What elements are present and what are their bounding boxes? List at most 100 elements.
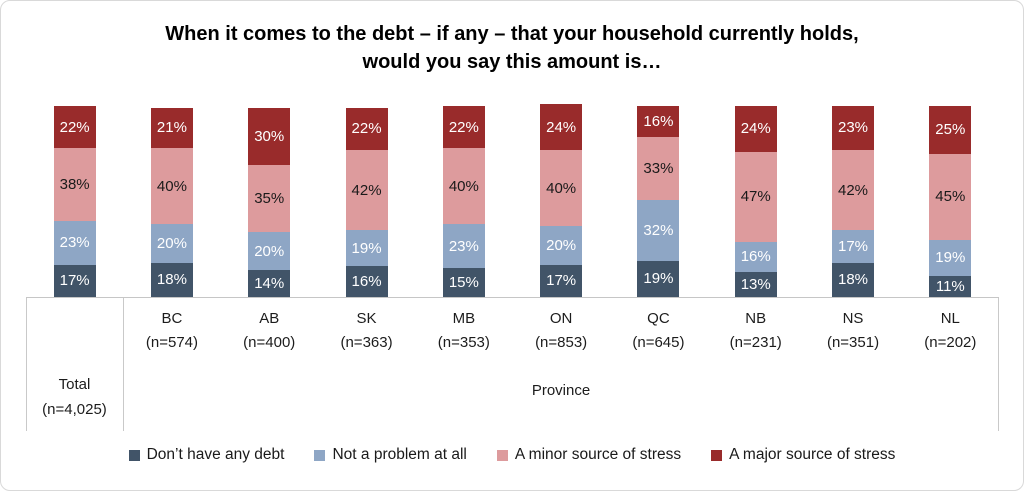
bar-segment: 17%	[540, 264, 583, 297]
bar-segment: 33%	[637, 136, 680, 200]
legend-swatch-icon	[711, 449, 723, 461]
legend: Don’t have any debt Not a problem at all A…	[1, 446, 1023, 464]
bar-segment: 11%	[929, 276, 972, 297]
stacked-bar-ns: 18% 17% 42% 23%	[832, 106, 875, 297]
bars-container: 17% 23% 38% 22% 18% 20% 40% 21% 14% 20% 35% 30% 16% 1…	[26, 1, 999, 297]
bar-segment: 42%	[345, 149, 388, 231]
bar-segment: 40%	[150, 148, 193, 225]
bar-segment: 13%	[734, 272, 777, 297]
province-label: NB	[745, 310, 767, 327]
bar-segment: 35%	[248, 165, 291, 233]
province-label: QC	[647, 310, 670, 327]
total-group-label-name: Total	[58, 376, 91, 393]
province-label: BC	[161, 310, 183, 327]
bar-segment: 19%	[929, 239, 972, 276]
legend-label: Don’t have any debt	[146, 446, 285, 463]
bar-segment: 24%	[734, 106, 777, 152]
axis-cell-bc: BC (n=574)	[123, 298, 220, 355]
legend-label: Not a problem at all	[332, 446, 467, 463]
bar-segment: 16%	[345, 266, 388, 297]
bar-segment: 17%	[832, 230, 875, 263]
legend-item: Not a problem at all	[314, 446, 467, 464]
bar-column-ns: 18% 17% 42% 23%	[804, 106, 901, 297]
province-sample-size: (n=231)	[729, 334, 782, 351]
stacked-bar-sk: 16% 19% 42% 22%	[345, 107, 388, 297]
legend-swatch-icon	[314, 449, 326, 461]
province-sample-size: (n=353)	[437, 334, 490, 351]
stacked-bar-ab: 14% 20% 35% 30%	[248, 107, 291, 297]
province-label: NL	[940, 310, 960, 327]
plot-area: 17% 23% 38% 22% 18% 20% 40% 21% 14% 20% 35% 30% 16% 1…	[1, 1, 1023, 434]
stacked-bar-nl: 11% 19% 45% 25%	[929, 106, 972, 297]
bar-segment: 40%	[442, 148, 485, 225]
total-group-label: Total (n=4,025)	[26, 372, 123, 422]
province-label: ON	[549, 310, 573, 327]
stacked-bar-total: 17% 23% 38% 22%	[53, 106, 96, 297]
bar-segment: 24%	[540, 104, 583, 150]
stacked-bar-bc: 18% 20% 40% 21%	[150, 107, 193, 297]
axis-cell-ns: NS (n=351)	[804, 298, 901, 355]
category-label-row: BC (n=574) AB (n=400) SK (n=363) MB (n=353) ON (n…	[26, 298, 999, 355]
bar-segment: 20%	[150, 224, 193, 263]
axis-divider-total-province	[123, 298, 124, 431]
bar-segment: 22%	[442, 106, 485, 149]
bar-segment: 14%	[248, 270, 291, 297]
bar-segment: 22%	[345, 107, 388, 150]
bar-segment: 47%	[734, 151, 777, 242]
chart-title-line2: would you say this amount is…	[362, 51, 662, 73]
bar-segment: 16%	[734, 241, 777, 273]
axis-cell-qc: QC (n=645)	[610, 298, 707, 355]
bar-column-sk: 16% 19% 42% 22%	[318, 107, 415, 297]
bar-segment: 19%	[637, 260, 680, 297]
province-label: AB	[259, 310, 280, 327]
stacked-bar-nb: 13% 16% 47% 24%	[734, 106, 777, 297]
province-sample-size: (n=574)	[145, 334, 198, 351]
axis-cell-on: ON (n=853)	[512, 298, 609, 355]
bar-segment: 21%	[150, 107, 193, 149]
axis-cell-empty	[26, 298, 123, 355]
bar-segment: 19%	[345, 230, 388, 267]
bar-column-on: 17% 20% 40% 24%	[512, 104, 609, 297]
bar-segment: 20%	[540, 226, 583, 265]
bar-segment: 23%	[442, 224, 485, 269]
axis-cell-ab: AB (n=400)	[221, 298, 318, 355]
province-group-label: Province	[531, 382, 591, 399]
stacked-bar-mb: 15% 23% 40% 22%	[442, 106, 485, 297]
bar-segment: 18%	[150, 262, 193, 297]
legend-swatch-icon	[496, 449, 508, 461]
total-group-label-n: (n=4,025)	[42, 401, 107, 418]
bar-segment: 22%	[53, 106, 96, 149]
bar-column-nb: 13% 16% 47% 24%	[707, 106, 804, 297]
bar-segment: 30%	[248, 107, 291, 166]
axis-border-left	[26, 298, 27, 431]
bar-column-qc: 19% 32% 33% 16%	[610, 106, 707, 297]
bar-segment: 40%	[540, 149, 583, 227]
province-label: MB	[452, 310, 476, 327]
bar-segment: 16%	[637, 106, 680, 137]
bar-segment: 32%	[637, 199, 680, 261]
legend-item: Don’t have any debt	[128, 446, 285, 464]
bar-column-mb: 15% 23% 40% 22%	[415, 106, 512, 297]
bar-segment: 15%	[442, 268, 485, 297]
province-sample-size: (n=853)	[535, 334, 588, 351]
stacked-bar-on: 17% 20% 40% 24%	[540, 104, 583, 297]
axis-cell-sk: SK (n=363)	[318, 298, 415, 355]
legend-label: A minor source of stress	[514, 446, 682, 463]
bar-segment: 20%	[248, 232, 291, 271]
axis-cell-mb: MB (n=353)	[415, 298, 512, 355]
province-label: SK	[356, 310, 377, 327]
category-axis-table: BC (n=574) AB (n=400) SK (n=363) MB (n=353) ON (n…	[26, 297, 999, 435]
province-label: NS	[842, 310, 864, 327]
axis-cell-nb: NB (n=231)	[707, 298, 804, 355]
bar-column-nl: 11% 19% 45% 25%	[902, 106, 999, 297]
bar-segment: 23%	[832, 106, 875, 150]
legend-swatch-icon	[128, 449, 140, 461]
axis-cell-nl: NL (n=202)	[902, 298, 999, 355]
province-sample-size: (n=400)	[243, 334, 296, 351]
bar-column-total: 17% 23% 38% 22%	[26, 106, 123, 297]
chart-title-line1: When it comes to the debt – if any – tha…	[165, 23, 859, 45]
bar-column-bc: 18% 20% 40% 21%	[123, 107, 220, 297]
legend-item: A minor source of stress	[496, 446, 682, 464]
bar-segment: 23%	[53, 220, 96, 265]
